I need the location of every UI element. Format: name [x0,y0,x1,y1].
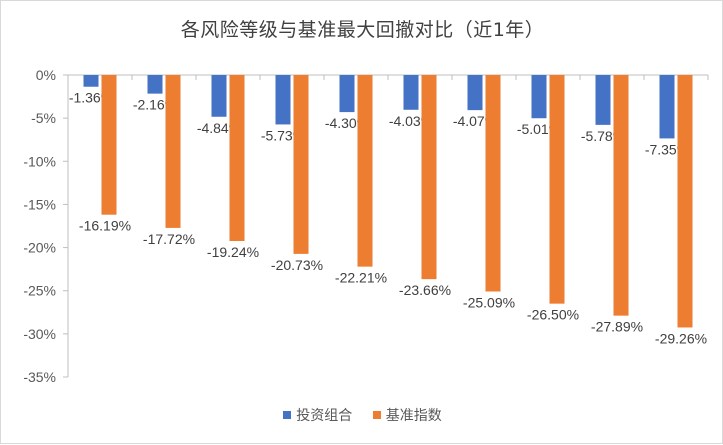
portfolio-bar [147,75,163,94]
benchmark-bar [677,75,693,328]
benchmark-data-label: -17.72% [143,231,195,247]
portfolio-bar [403,75,419,110]
chart-title: 各风险等级与基准最大回撤对比（近1年） [180,19,545,41]
legend-swatch-benchmark [372,411,381,419]
benchmark-data-label: -26.50% [527,307,579,323]
y-tick-label: 0% [36,67,56,83]
benchmark-bar [101,75,117,215]
benchmark-data-label: -20.73% [271,257,323,273]
portfolio-bar [339,75,355,113]
benchmark-bar [229,75,245,242]
benchmark-data-label: -29.26% [655,330,707,346]
benchmark-data-label: -23.66% [399,282,451,298]
benchmark-bar [357,75,373,267]
legend-item-benchmark: 基准指数 [372,405,442,425]
benchmark-data-label: -19.24% [207,244,259,260]
benchmark-bar [421,75,437,280]
portfolio-bar [659,75,675,139]
portfolio-bar [83,75,99,87]
y-tick-label: -15% [23,196,56,212]
legend-item-portfolio: 投资组合 [283,405,352,425]
portfolio-bar [595,75,611,125]
y-tick-label: -35% [23,369,56,385]
benchmark-bar [549,75,565,304]
legend-label-portfolio: 投资组合 [296,408,353,424]
legend-swatch-portfolio [283,411,292,419]
benchmark-bar [613,75,629,316]
portfolio-bar [211,75,227,117]
benchmark-data-label: -25.09% [463,294,515,310]
portfolio-bar [531,75,547,119]
portfolio-bar [275,75,291,125]
y-tick-label: -10% [23,153,56,169]
benchmark-data-label: -22.21% [335,270,387,286]
benchmark-data-label: -16.19% [79,218,131,234]
benchmark-bar [293,75,309,254]
legend-label-benchmark: 基准指数 [385,408,442,424]
y-tick-label: -20% [23,240,56,256]
benchmark-bar [485,75,501,292]
y-tick-label: -5% [31,110,56,126]
y-tick-label: -30% [23,326,56,342]
benchmark-data-label: -27.89% [591,319,643,335]
portfolio-bar [467,75,483,111]
benchmark-bar [165,75,181,228]
y-tick-label: -25% [23,283,56,299]
legend: 投资组合 基准指数 [1,405,723,425]
